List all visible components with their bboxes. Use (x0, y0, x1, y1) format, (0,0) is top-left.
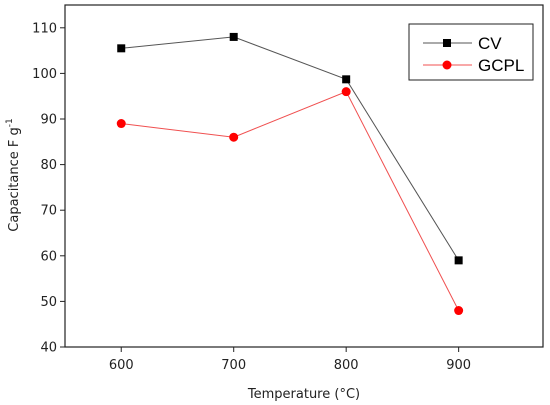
y-tick-label-40: 40 (40, 341, 57, 356)
series-line-gcpl (121, 90, 460, 311)
series-lines (121, 36, 460, 311)
y-tick-label-90: 90 (40, 113, 57, 128)
y-tick-label-60: 60 (40, 249, 57, 264)
point-gcpl-900 (454, 306, 464, 316)
y-tick-label-100: 100 (32, 67, 57, 82)
y-axis-title: Capacitance F g-1 (5, 118, 22, 231)
x-tick-label-900: 900 (446, 358, 471, 373)
point-cv-900 (454, 256, 463, 265)
legend-marker-cv (443, 39, 451, 47)
point-gcpl-600 (116, 119, 126, 129)
y-axis-title-sup: -1 (5, 118, 15, 127)
point-gcpl-800 (341, 87, 351, 97)
x-tick-label-800: 800 (334, 358, 359, 373)
point-cv-600 (117, 44, 126, 53)
legend-marker-gcpl (442, 60, 452, 70)
y-tick-label-70: 70 (40, 204, 57, 219)
x-tick-label-700: 700 (221, 358, 246, 373)
legend-label-gcpl: GCPL (478, 56, 524, 75)
y-tick-label-80: 80 (40, 158, 57, 173)
legend-box (408, 23, 534, 81)
legend: CV GCPL (408, 23, 534, 81)
series-line-cv (121, 36, 460, 261)
series-markers (116, 32, 464, 316)
axis-ticks: 40 50 60 70 80 90 100 110 600 700 800 900 (32, 21, 471, 373)
point-cv-700 (229, 32, 238, 41)
y-tick-label-110: 110 (32, 21, 57, 36)
point-cv-800 (342, 75, 351, 84)
x-tick-label-600: 600 (109, 358, 134, 373)
point-gcpl-700 (229, 132, 239, 142)
y-tick-label-50: 50 (40, 295, 57, 310)
y-axis-title-main: Capacitance F g (7, 127, 22, 231)
legend-label-cv: CV (478, 34, 502, 53)
x-axis-title: Temperature (°C) (247, 387, 360, 402)
